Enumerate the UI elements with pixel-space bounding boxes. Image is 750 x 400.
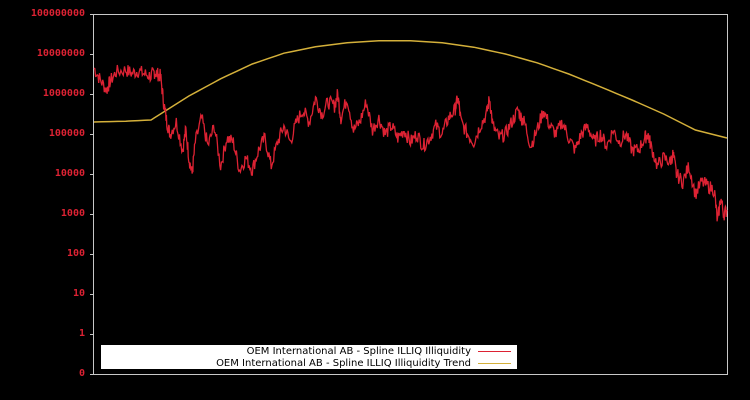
y-tick-label: 1000000 [42,88,85,99]
y-tick-label: 1000 [60,208,85,219]
legend-label: OEM International AB - Spline ILLIQ Illi… [216,357,471,369]
legend-label: OEM International AB - Spline ILLIQ Illi… [246,345,471,357]
y-tick-label: 100000000 [30,8,85,19]
legend-swatch-red [478,350,511,352]
trend-line [93,40,728,139]
illiquidity-line [93,64,728,222]
y-tick-label: 100000 [48,128,85,139]
legend-item-trend: OEM International AB - Spline ILLIQ Illi… [216,357,517,369]
y-tick-label: 10000 [54,168,85,179]
y-tick-label: 10000000 [36,48,85,59]
legend-swatch-gold [478,362,511,364]
legend-item-illiquidity: OEM International AB - Spline ILLIQ Illi… [247,345,517,357]
y-tick-label: 10 [72,288,85,299]
y-tick-marks [90,14,93,375]
y-tick-label: 1 [78,328,85,339]
y-tick-label: 0 [78,368,85,379]
plot-frame [93,14,728,375]
y-tick-label: 100 [66,248,85,259]
legend: OEM International AB - Spline ILLIQ Illi… [101,345,517,369]
